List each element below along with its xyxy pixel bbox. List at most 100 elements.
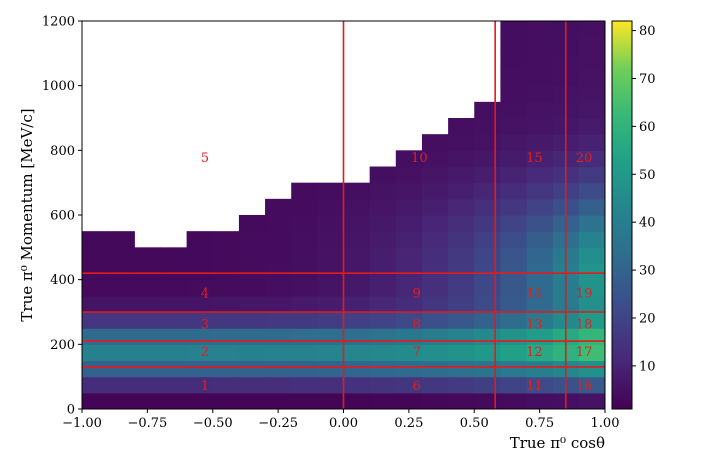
heatmap-cell	[578, 247, 605, 265]
colorbar-tick-label: 50	[639, 168, 656, 183]
heatmap-cell	[421, 344, 449, 362]
region-label: 18	[576, 317, 593, 332]
heatmap-cell	[82, 279, 109, 297]
colorbar-tick-label: 10	[639, 359, 656, 374]
heatmap-cell	[108, 344, 135, 362]
x-tick-label: −0.50	[193, 416, 233, 431]
heatmap-cell	[474, 295, 501, 313]
heatmap-cell	[265, 231, 292, 248]
heatmap-cell	[134, 247, 162, 265]
heatmap-cell	[421, 134, 449, 151]
heatmap-cell	[160, 279, 188, 297]
colorbar-tick-label: 40	[639, 216, 656, 231]
heatmap-cell	[291, 215, 318, 232]
heatmap-cell	[369, 263, 397, 281]
bin-boundaries	[82, 21, 605, 409]
heatmap-cell	[212, 344, 240, 362]
heatmap-cell	[500, 85, 528, 103]
heatmap-cell	[238, 263, 266, 281]
heatmap-cell	[578, 37, 605, 54]
x-tick-label: 0.00	[329, 416, 358, 431]
heatmap-cell	[108, 392, 135, 409]
heatmap-cell	[82, 392, 109, 409]
heatmap-cell	[291, 312, 318, 329]
heatmap-cell	[343, 295, 371, 313]
region-label: 2	[201, 345, 209, 360]
heatmap-cell	[265, 279, 292, 297]
heatmap-cell	[474, 182, 501, 200]
y-axis-ticks: 0 200 400 600 800 1000 1200	[42, 15, 82, 418]
heatmap-cell	[160, 360, 188, 378]
region-label: 4	[201, 287, 209, 302]
heatmap-cell	[578, 344, 605, 362]
heatmap-cell	[134, 279, 162, 297]
heatmap-cell	[421, 247, 449, 265]
heatmap-cell	[395, 392, 423, 409]
heatmap-cell	[343, 328, 371, 345]
colorbar	[611, 20, 633, 410]
heatmap-cell	[578, 279, 605, 297]
heatmap-cell	[369, 392, 397, 409]
heatmap-cell	[82, 312, 109, 329]
heatmap-cell	[578, 166, 605, 184]
heatmap-cell	[343, 215, 371, 232]
heatmap-cell	[395, 247, 423, 265]
heatmap-cell	[500, 101, 528, 119]
heatmap-cell	[186, 231, 214, 248]
heatmap-cell	[291, 392, 318, 409]
heatmap-cell	[212, 279, 240, 297]
heatmap-cell	[421, 312, 449, 329]
heatmap-cell	[526, 85, 554, 103]
heatmap-cell	[369, 198, 397, 216]
region-label: 5	[201, 151, 209, 166]
heatmap-cell	[578, 392, 605, 409]
heatmap-cell	[369, 328, 397, 345]
heatmap-cell	[578, 101, 605, 119]
heatmap-cell	[238, 328, 266, 345]
heatmap-cell	[526, 215, 554, 232]
heatmap-cell	[500, 312, 528, 329]
y-tick-label: 1000	[42, 79, 75, 94]
y-tick-label: 200	[50, 338, 75, 353]
heatmap-cell	[500, 198, 528, 216]
heatmap-cell	[526, 69, 554, 87]
heatmap-cell	[395, 295, 423, 313]
heatmap-cell	[82, 295, 109, 313]
heatmap-cell	[291, 231, 318, 248]
colorbar-tick-label: 20	[639, 311, 656, 326]
y-tick-label: 800	[50, 144, 75, 159]
heatmap-cell	[448, 392, 475, 409]
heatmap-cell	[578, 182, 605, 200]
heatmap-cell	[212, 392, 240, 409]
heatmap-cell	[265, 312, 292, 329]
heatmap-cell	[474, 101, 501, 119]
heatmap-cell	[265, 263, 292, 281]
heatmap-cell	[578, 134, 605, 151]
heatmap-cell	[526, 231, 554, 248]
heatmap-cell	[526, 247, 554, 265]
region-label: 9	[413, 287, 421, 302]
x-tick-label: −0.75	[127, 416, 167, 431]
heatmap-cell	[421, 360, 449, 378]
heatmap-cell	[448, 312, 475, 329]
heatmap-cell	[369, 360, 397, 378]
heatmap-cell	[421, 231, 449, 248]
heatmap-cell	[369, 295, 397, 313]
heatmap-cell	[186, 247, 214, 265]
heatmap-cell	[186, 295, 214, 313]
heatmap-cell	[134, 344, 162, 362]
heatmap-cell	[238, 231, 266, 248]
heatmap-cell	[343, 231, 371, 248]
heatmap-cell	[448, 295, 475, 313]
heatmap-cell	[186, 360, 214, 378]
heatmap-cell	[186, 312, 214, 329]
region-label: 1	[201, 379, 209, 394]
heatmap-cell	[578, 150, 605, 168]
x-tick-label: −1.00	[62, 416, 102, 431]
heatmap-cell	[369, 344, 397, 362]
heatmap-cell	[317, 392, 345, 409]
heatmap-cell	[526, 344, 554, 362]
heatmap-cell	[448, 263, 475, 281]
